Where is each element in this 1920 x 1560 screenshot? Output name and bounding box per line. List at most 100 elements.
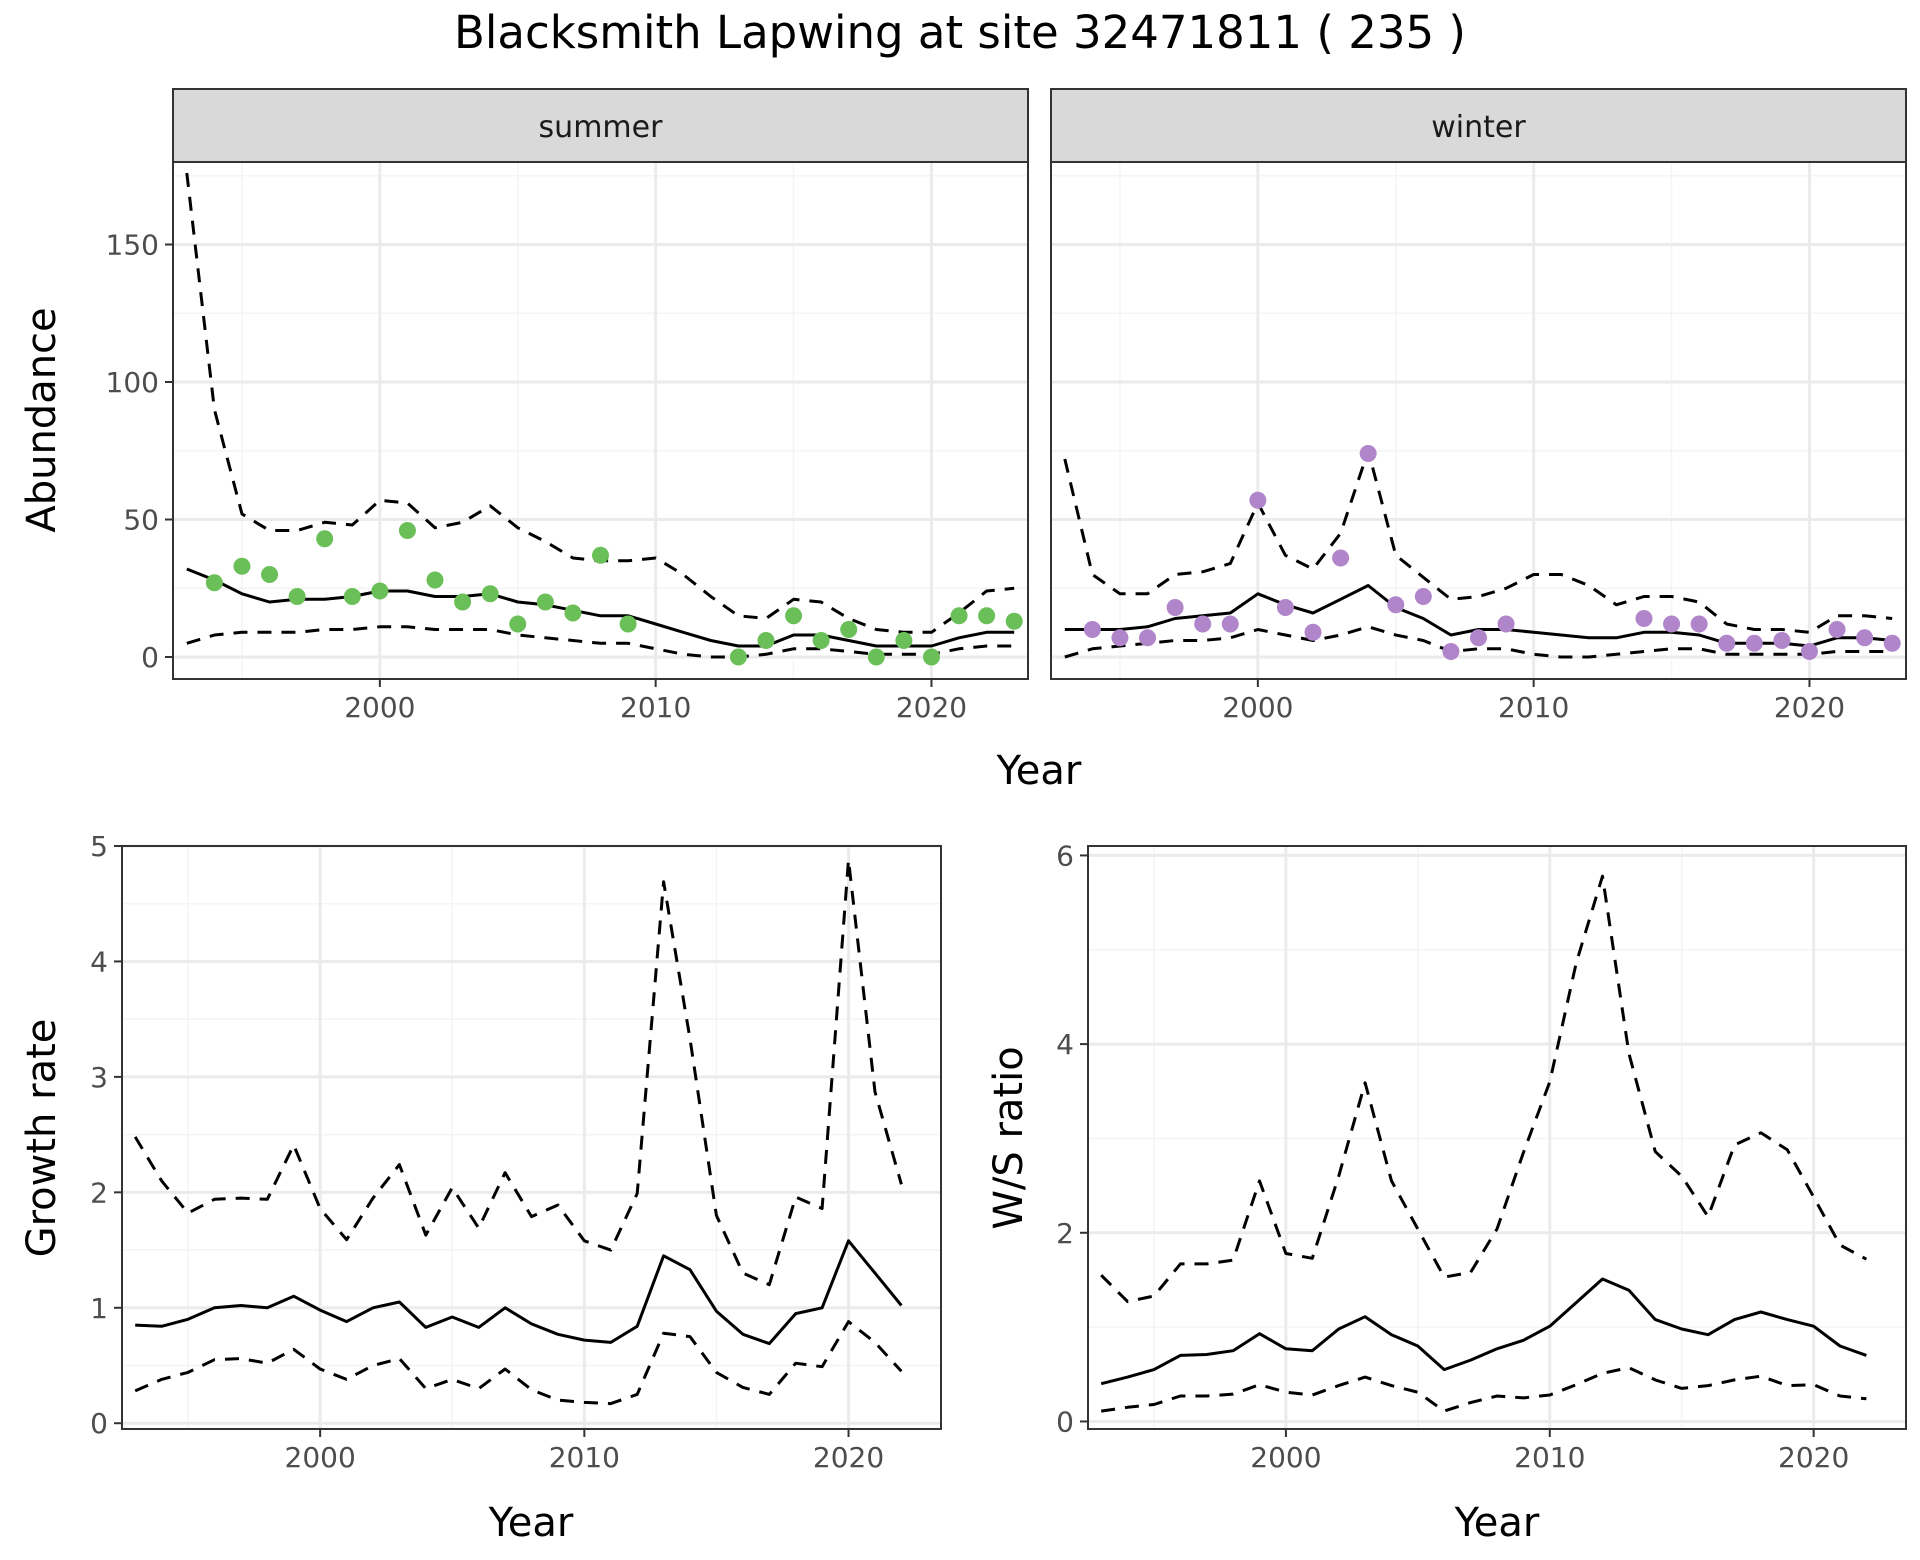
- winter-observed-point: [1221, 615, 1239, 633]
- summer-panel-y-tick-label: 100: [106, 366, 159, 399]
- growth-panel-y-tick-label: 2: [90, 1176, 108, 1209]
- summer-observed-point: [233, 557, 251, 575]
- summer-observed-point: [564, 604, 582, 622]
- winter-observed-point: [1470, 629, 1487, 647]
- summer-observed-point: [867, 648, 885, 666]
- winter-observed-point: [1414, 588, 1432, 605]
- summer-observed-point: [205, 574, 223, 592]
- winter-observed-point: [1166, 599, 1184, 616]
- summer-panel-y-tick-label: 0: [141, 641, 159, 674]
- winter-observed-point: [1773, 632, 1791, 649]
- winter-observed-point: [1442, 643, 1460, 660]
- summer-observed-point: [426, 571, 444, 589]
- ratio-panel-x-tick-label: 2000: [1250, 1441, 1321, 1474]
- ratio-x-axis-title: Year: [1454, 1500, 1540, 1546]
- summer-observed-point: [785, 607, 803, 625]
- ratio-y-axis-title: W/S ratio: [986, 1046, 1032, 1229]
- winter-observed-point: [1800, 643, 1818, 660]
- winter-observed-point: [1856, 629, 1874, 647]
- ratio-panel-y-tick-label: 2: [1056, 1217, 1074, 1250]
- growth-mean-line: [135, 1239, 903, 1346]
- summer-observed-point: [922, 648, 940, 666]
- winter-observed-point: [1276, 599, 1294, 616]
- winter-observed-point: [1828, 621, 1846, 638]
- growth-panel-x-tick-label: 2020: [813, 1441, 884, 1474]
- summer-lower-ci-line: [186, 625, 1015, 659]
- winter-observed-point: [1690, 615, 1708, 633]
- growth-panel-y-tick-label: 5: [90, 830, 108, 863]
- winter-observed-point: [1745, 634, 1763, 652]
- winter-observed-point: [1111, 629, 1129, 647]
- abundance-y-axis-title: Abundance: [19, 307, 65, 532]
- summer-observed-point: [812, 632, 830, 649]
- summer-observed-point: [950, 607, 968, 625]
- summer-observed-point: [895, 632, 913, 649]
- winter-panel-x-tick-label: 2020: [1774, 691, 1845, 724]
- growth-panel-border: [121, 845, 942, 1430]
- summer-observed-point: [481, 585, 499, 603]
- winter-lower-ci-line: [1064, 625, 1893, 659]
- winter-observed-point: [1083, 621, 1101, 638]
- growth-panel-x-tick-label: 2010: [549, 1441, 620, 1474]
- summer-observed-point: [840, 621, 858, 638]
- summer-observed-point: [261, 566, 279, 583]
- ratio-lower-ci-line: [1100, 1366, 1867, 1413]
- winter-strip: [1050, 88, 1907, 163]
- summer-observed-point: [509, 615, 527, 633]
- ratio-mean-line: [1100, 1277, 1867, 1386]
- winter-observed-point: [1497, 615, 1515, 633]
- winter-observed-point: [1332, 549, 1350, 567]
- ratio-panel-y-tick-label: 4: [1056, 1028, 1074, 1061]
- summer-panel-x-tick-label: 2000: [344, 691, 415, 724]
- ratio-panel-x-tick-label: 2020: [1778, 1441, 1849, 1474]
- winter-observed-point: [1139, 629, 1157, 647]
- ratio-panel-y-tick-label: 6: [1056, 839, 1074, 872]
- growth-panel-y-tick-label: 0: [90, 1407, 108, 1440]
- winter-panel-x-tick-label: 2000: [1222, 691, 1293, 724]
- ratio-panel-x-tick-label: 2010: [1514, 1441, 1585, 1474]
- summer-observed-point: [729, 648, 747, 666]
- growth-upper-ci-line: [133, 858, 903, 1287]
- winter-observed-point: [1635, 610, 1653, 627]
- ratio-panel-y-tick-label: 0: [1056, 1405, 1074, 1438]
- winter-observed-point: [1194, 615, 1212, 633]
- winter-panel-x-tick-label: 2010: [1498, 691, 1569, 724]
- summer-observed-point: [454, 593, 472, 611]
- summer-observed-point: [592, 546, 609, 564]
- summer-observed-point: [1005, 612, 1023, 630]
- ratio-upper-ci-line: [1100, 874, 1868, 1304]
- growth-x-axis-title: Year: [488, 1500, 574, 1546]
- summer-observed-point: [978, 607, 996, 625]
- growth-panel-x-tick-label: 2000: [285, 1441, 356, 1474]
- summer-strip: [172, 88, 1029, 163]
- summer-observed-point: [398, 522, 416, 539]
- summer-observed-point: [371, 582, 389, 600]
- winter-observed-point: [1718, 634, 1736, 652]
- winter-observed-point: [1387, 596, 1405, 614]
- winter-strip-label: winter: [1431, 110, 1526, 145]
- summer-panel-y-tick-label: 150: [106, 229, 159, 262]
- summer-panel-x-tick-label: 2020: [896, 691, 967, 724]
- abundance-x-axis-title: Year: [996, 748, 1082, 794]
- summer-panel-y-tick-label: 50: [123, 504, 159, 537]
- summer-strip-label: summer: [539, 110, 664, 145]
- growth-y-axis-title: Growth rate: [19, 1019, 65, 1258]
- winter-observed-point: [1883, 634, 1901, 652]
- growth-lower-ci-line: [134, 1320, 903, 1406]
- growth-panel-y-tick-label: 3: [90, 1061, 108, 1094]
- summer-observed-point: [343, 588, 361, 605]
- summer-observed-point: [619, 615, 637, 633]
- ratio-panel-border: [1087, 845, 1907, 1430]
- summer-observed-point: [288, 588, 306, 605]
- winter-observed-point: [1359, 445, 1377, 462]
- winter-observed-point: [1304, 623, 1322, 641]
- growth-panel-y-tick-label: 4: [90, 945, 108, 978]
- summer-observed-point: [316, 530, 334, 548]
- growth-panel-y-tick-label: 1: [90, 1292, 108, 1325]
- summer-panel-x-tick-label: 2010: [620, 691, 691, 724]
- winter-observed-point: [1249, 491, 1267, 509]
- summer-mean-line: [186, 567, 1015, 648]
- summer-observed-point: [536, 593, 554, 611]
